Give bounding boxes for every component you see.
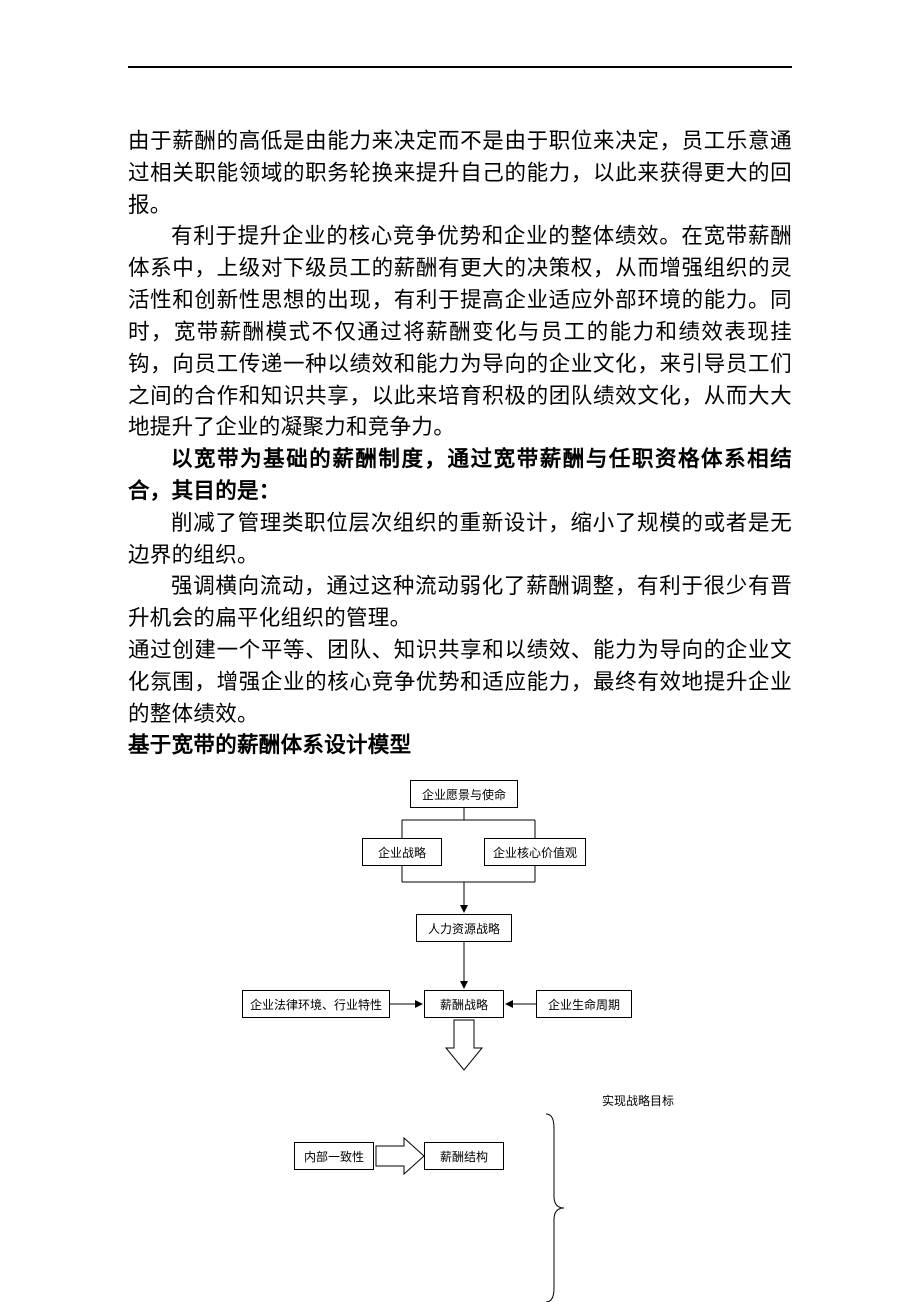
flowchart-diagram: 企业愿景与使命 企业战略 企业核心价值观 人力资源战略 企业法律环境、行业特性 … <box>128 776 792 1302</box>
label-goal: 实现战略目标 <box>602 1092 674 1109</box>
document-body: 由于薪酬的高低是由能力来决定而不是由于职位来决定，员工乐意通过相关职能领域的职务… <box>128 126 792 762</box>
top-rule <box>128 66 792 68</box>
para-6: 通过创建一个平等、团队、知识共享和以绩效、能力为导向的企业文化氛围，增强企业的核… <box>128 635 792 730</box>
para-2: 有利于提升企业的核心竞争优势和企业的整体绩效。在宽带薪酬体系中，上级对下级员工的… <box>128 221 792 444</box>
node-legal: 企业法律环境、行业特性 <box>242 990 390 1018</box>
node-vision-label: 企业愿景与使命 <box>422 786 506 803</box>
node-lifecycle-label: 企业生命周期 <box>548 996 620 1013</box>
node-internal: 内部一致性 <box>294 1142 374 1170</box>
label-goal-text: 实现战略目标 <box>602 1094 674 1108</box>
flowchart-connectors <box>128 776 792 1302</box>
node-hr: 人力资源战略 <box>416 914 512 942</box>
node-legal-label: 企业法律环境、行业特性 <box>250 996 382 1013</box>
para-5: 强调横向流动，通过这种流动弱化了薪酬调整，有利于很少有晋升机会的扁平化组织的管理… <box>128 571 792 635</box>
node-strategy: 企业战略 <box>362 838 442 866</box>
node-structure-label: 薪酬结构 <box>440 1148 488 1165</box>
node-lifecycle: 企业生命周期 <box>536 990 632 1018</box>
node-structure: 薪酬结构 <box>424 1142 504 1170</box>
para-3-bold: 以宽带为基础的薪酬制度，通过宽带薪酬与任职资格体系相结合，其目的是： <box>128 444 792 508</box>
para-1: 由于薪酬的高低是由能力来决定而不是由于职位来决定，员工乐意通过相关职能领域的职务… <box>128 126 792 221</box>
node-values: 企业核心价值观 <box>484 838 586 866</box>
node-values-label: 企业核心价值观 <box>493 844 577 861</box>
node-comp-label: 薪酬战略 <box>440 996 488 1013</box>
node-strategy-label: 企业战略 <box>378 844 426 861</box>
para-4: 削减了管理类职位层次组织的重新设计，缩小了规模的或者是无边界的组织。 <box>128 508 792 572</box>
node-comp: 薪酬战略 <box>424 990 504 1018</box>
node-hr-label: 人力资源战略 <box>428 920 500 937</box>
node-internal-label: 内部一致性 <box>304 1148 364 1165</box>
heading-model: 基于宽带的薪酬体系设计模型 <box>128 730 792 762</box>
node-vision: 企业愿景与使命 <box>410 780 518 808</box>
